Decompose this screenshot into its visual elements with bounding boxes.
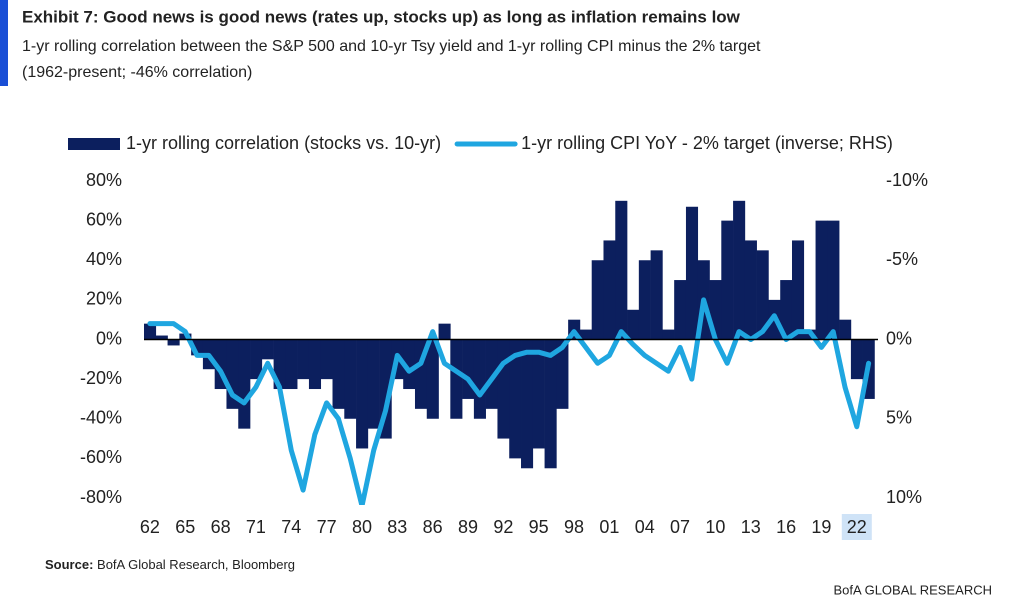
area-segment (521, 339, 534, 469)
area-segment (285, 339, 298, 390)
y2-tick-label: -5% (886, 249, 918, 269)
area-segment (473, 339, 486, 419)
x-tick-label: 10 (705, 517, 725, 537)
area-segment (603, 240, 616, 340)
legend-label: 1-yr rolling correlation (stocks vs. 10-… (126, 133, 441, 153)
x-tick-label: 68 (211, 517, 231, 537)
area-segment (485, 339, 498, 409)
area-segment (320, 339, 333, 380)
area-segment (556, 339, 569, 409)
area-segment (685, 206, 699, 340)
y-tick-label: 0% (96, 328, 122, 348)
area-segment (791, 240, 805, 340)
x-tick-label: 92 (493, 517, 513, 537)
y-tick-label: -60% (80, 447, 122, 467)
accent-bar (0, 0, 8, 86)
area-segment (155, 335, 168, 340)
y2-tick-label: 0% (886, 328, 912, 348)
legend-label: 1-yr rolling CPI YoY - 2% target (invers… (521, 133, 893, 153)
legend-swatch (68, 138, 120, 150)
x-tick-label: 74 (281, 517, 301, 537)
y2-tick-label: 5% (886, 408, 912, 428)
area-segment (627, 309, 640, 340)
area-segment (733, 200, 746, 340)
area-segment (344, 339, 357, 419)
area-segment (450, 339, 463, 419)
area-segment (615, 200, 628, 340)
area-segment (261, 339, 274, 360)
source: Source: BofA Global Research, Bloomberg (45, 557, 295, 572)
area-segment (238, 339, 251, 429)
area-segment (674, 280, 687, 340)
area-segment (638, 260, 651, 340)
y-tick-label: -40% (80, 408, 122, 428)
x-tick-label: 71 (246, 517, 266, 537)
chart-title: Exhibit 7: Good news is good news (rates… (22, 7, 741, 26)
area-segment (297, 339, 310, 380)
y2-tick-label: -10% (886, 170, 928, 190)
x-tick-label: 65 (175, 517, 195, 537)
x-tick-label: 77 (317, 517, 337, 537)
area-segment (756, 250, 769, 340)
area-segment (509, 339, 522, 459)
area-segment (815, 220, 828, 340)
y-tick-label: 60% (86, 209, 122, 229)
x-tick-label: 86 (423, 517, 443, 537)
x-tick-label: 13 (741, 517, 761, 537)
area-segment (308, 339, 322, 390)
area-segment (650, 250, 663, 340)
area-segment (332, 339, 345, 409)
area-segment (438, 323, 451, 340)
area-segment (367, 339, 380, 429)
area-segment (662, 329, 675, 340)
area-segment (532, 339, 545, 449)
x-tick-label: 01 (599, 517, 619, 537)
area-segment (250, 339, 263, 380)
area-segment (839, 319, 852, 340)
y-tick-label: 80% (86, 170, 122, 190)
source-label: Source: (45, 557, 93, 572)
x-tick-label: 16 (776, 517, 796, 537)
y-tick-label: 40% (86, 249, 122, 269)
area-segment (579, 329, 593, 340)
y-tick-label: -80% (80, 487, 122, 507)
x-tick-label: 22 (847, 517, 867, 537)
x-tick-label: 07 (670, 517, 690, 537)
x-tick-label: 80 (352, 517, 372, 537)
subtitle: 1-yr rolling correlation between the S&P… (22, 38, 761, 55)
area-segment (827, 220, 840, 340)
y-tick-label: 20% (86, 289, 122, 309)
area-segment (780, 280, 793, 340)
area-segment (144, 323, 157, 340)
area-segment (850, 339, 863, 380)
x-tick-label: 89 (458, 517, 478, 537)
area-segment (462, 339, 475, 399)
line-series (147, 297, 872, 505)
area-segment (167, 339, 180, 346)
source-text: BofA Global Research, Bloomberg (97, 557, 295, 572)
area-segment (544, 339, 557, 469)
x-tick-label: 04 (635, 517, 655, 537)
area-segment (403, 339, 416, 390)
x-tick-label: 83 (387, 517, 407, 537)
footer: BofA GLOBAL RESEARCH (834, 582, 992, 597)
subtitle: (1962-present; -46% correlation) (22, 64, 252, 81)
x-tick-label: 62 (140, 517, 160, 537)
y-tick-label: -20% (80, 368, 122, 388)
plot-area (144, 200, 875, 505)
x-tick-label: 98 (564, 517, 584, 537)
area-segment (744, 240, 757, 340)
area-segment (356, 339, 369, 449)
tick-highlight (841, 514, 872, 540)
x-tick-label: 19 (811, 517, 831, 537)
y2-tick-label: 10% (886, 487, 922, 507)
x-tick-label: 95 (529, 517, 549, 537)
area-segment (426, 339, 439, 419)
area-segment (497, 339, 510, 439)
area-segment (591, 260, 604, 340)
area-segment (721, 220, 734, 340)
